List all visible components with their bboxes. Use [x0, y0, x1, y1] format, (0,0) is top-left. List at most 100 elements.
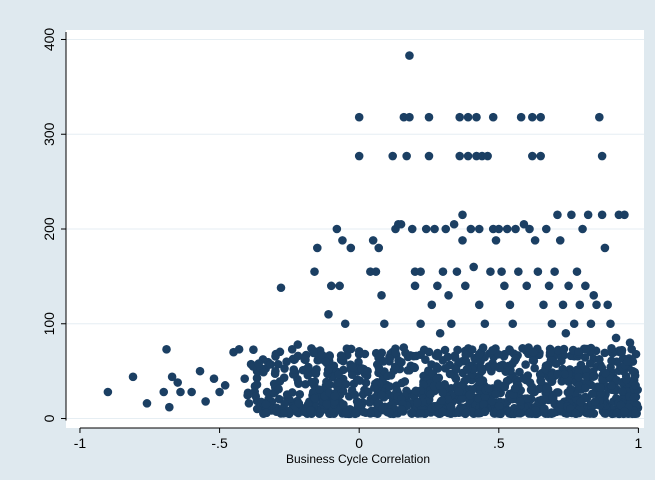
scatter-point — [390, 362, 400, 372]
scatter-point — [547, 319, 557, 329]
scatter-point — [496, 409, 506, 419]
scatter-point — [410, 363, 420, 373]
scatter-point — [187, 387, 196, 397]
scatter-point — [307, 377, 316, 387]
scatter-point — [251, 391, 261, 401]
axis-ticks: -1 -.5 0 .5 1 0 100 200 300 400 — [41, 28, 643, 451]
scatter-point — [176, 387, 185, 397]
scatter-point — [435, 381, 445, 390]
scatter-point — [578, 224, 587, 234]
scatter-point — [621, 375, 631, 384]
scatter-point — [336, 351, 346, 360]
scatter-point — [628, 366, 638, 376]
scatter-point — [612, 408, 622, 418]
x-tick-label: .5 — [493, 435, 505, 451]
scatter-point — [491, 389, 501, 399]
scatter-point — [533, 267, 543, 276]
scatter-point — [340, 319, 350, 329]
scatter-point — [600, 368, 610, 378]
scatter-point — [458, 210, 467, 220]
scatter-point — [600, 348, 610, 358]
scatter-point — [324, 309, 333, 319]
scatter-point — [505, 345, 514, 354]
scatter-point — [488, 345, 497, 355]
scatter-point — [377, 291, 386, 300]
scatter-point — [354, 375, 363, 385]
scatter-point — [500, 281, 509, 291]
scatter-point — [458, 236, 467, 245]
scatter-point — [280, 364, 289, 373]
scatter-point — [515, 367, 524, 377]
scatter-point — [508, 319, 518, 329]
scatter-point — [545, 348, 555, 358]
scatter-point — [460, 281, 470, 291]
scatter-point — [142, 399, 152, 408]
scatter-point — [597, 151, 607, 161]
scatter-point — [617, 347, 626, 357]
scatter-point — [541, 224, 551, 234]
scatter-point — [547, 377, 557, 387]
scatter-point — [553, 369, 563, 379]
scatter-point — [338, 236, 347, 245]
scatter-point — [528, 356, 538, 365]
scatter-point — [445, 369, 455, 379]
scatter-point — [493, 379, 503, 388]
scatter-point — [249, 345, 258, 355]
scatter-point — [588, 372, 598, 382]
scatter-point — [321, 357, 330, 366]
scatter-point — [262, 387, 272, 397]
scatter-point — [603, 300, 613, 310]
scatter-point — [514, 267, 523, 276]
scatter-point — [530, 363, 539, 373]
scatter-point — [317, 350, 327, 360]
x-tick-label: -1 — [74, 435, 87, 451]
scatter-point — [559, 344, 569, 354]
scatter-point — [463, 151, 473, 161]
scatter-point — [461, 356, 471, 366]
scatter-point — [550, 267, 559, 276]
scatter-point — [271, 352, 280, 361]
scatter-point — [371, 267, 381, 276]
scatter-point — [551, 359, 561, 368]
scatter-point — [544, 281, 554, 291]
scatter-point — [411, 386, 421, 396]
scatter-point — [525, 224, 534, 234]
scatter-point — [326, 281, 336, 291]
scatter-point — [332, 224, 342, 234]
scatter-point — [455, 112, 465, 122]
scatter-point — [209, 374, 219, 384]
scatter-point — [484, 384, 493, 393]
scatter-point — [528, 112, 537, 122]
scatter-point — [306, 405, 315, 415]
scatter-point — [440, 345, 450, 355]
scatter-point — [607, 381, 616, 390]
scatter-point — [334, 370, 343, 379]
scatter-point — [279, 409, 288, 418]
scatter-point — [561, 328, 571, 338]
scatter-point — [353, 400, 363, 410]
scatter-point — [558, 300, 568, 310]
scatter-point — [474, 349, 484, 359]
scatter-point — [400, 377, 410, 386]
scatter-point — [472, 112, 481, 122]
scatter-point — [339, 400, 348, 409]
scatter-point — [252, 404, 262, 414]
scatter-point — [309, 348, 318, 358]
scatter-point — [220, 381, 230, 390]
scatter-point — [254, 359, 263, 368]
scatter-point — [350, 409, 360, 419]
scatter-point — [526, 385, 536, 395]
scatter-point — [525, 378, 535, 387]
scatter-point — [569, 319, 579, 329]
scatter-point — [159, 387, 169, 397]
scatter-point — [407, 224, 417, 234]
scatter-point — [455, 151, 465, 161]
scatter-point — [540, 394, 549, 404]
scatter-point — [407, 408, 417, 418]
scatter-point — [335, 281, 344, 291]
scatter-point — [465, 390, 475, 400]
scatter-point — [347, 370, 357, 380]
scatter-point — [405, 51, 414, 60]
scatter-point — [575, 300, 585, 310]
scatter-point — [103, 387, 113, 397]
